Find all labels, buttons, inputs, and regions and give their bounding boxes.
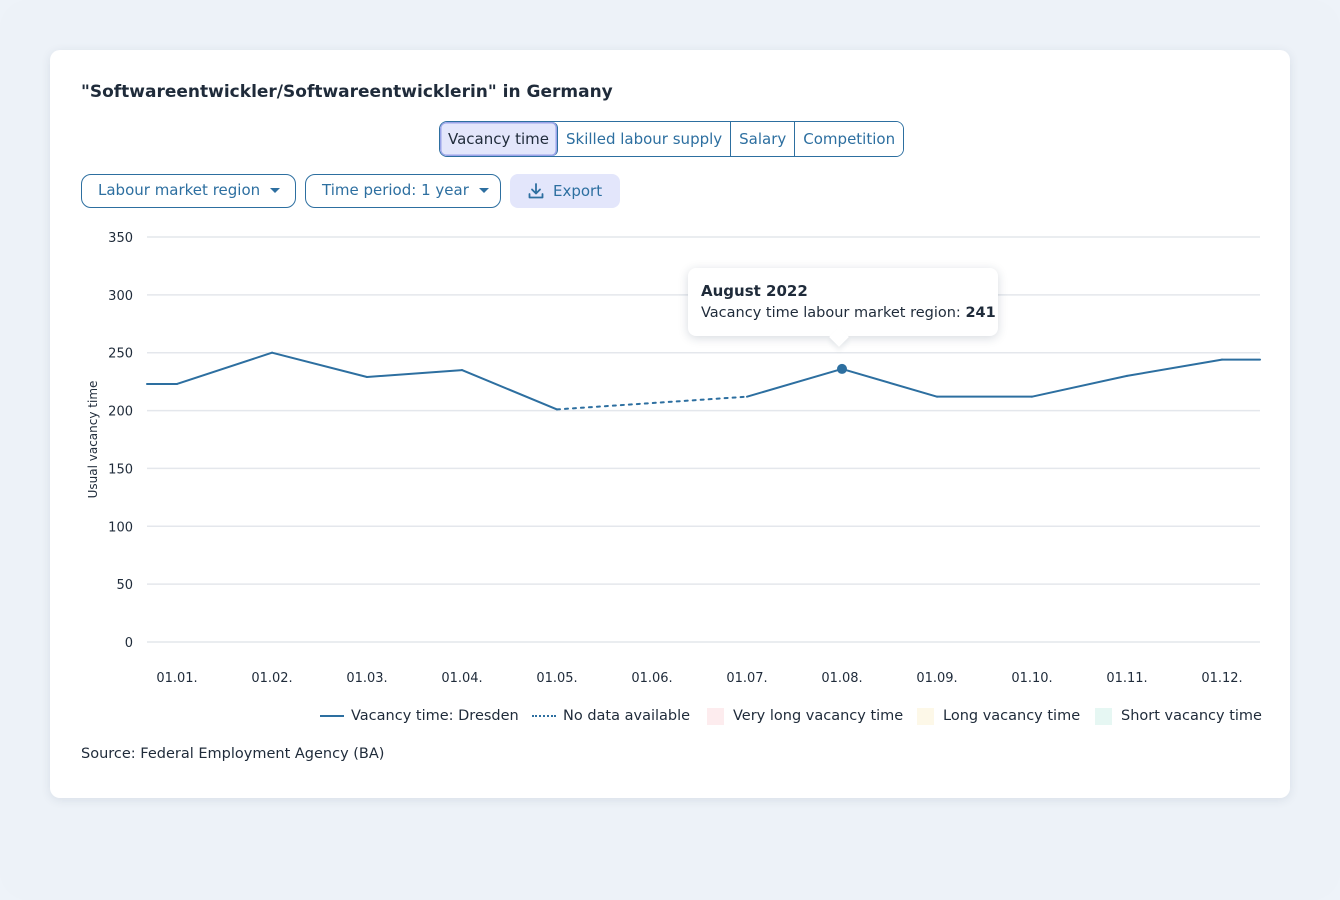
y-tick-label: 50 bbox=[116, 578, 133, 593]
tooltip-value: 241 bbox=[965, 305, 996, 321]
tab-salary[interactable]: Salary bbox=[731, 122, 796, 156]
no-data-segment bbox=[556, 395, 748, 411]
y-tick-label: 300 bbox=[108, 289, 133, 304]
y-tick-label: 350 bbox=[108, 231, 133, 246]
x-tick-label: 01.06. bbox=[631, 671, 672, 686]
legend-label: Long vacancy time bbox=[943, 708, 1081, 724]
series-segment bbox=[176, 351, 273, 385]
legend-item-no-data[interactable]: No data available bbox=[532, 706, 702, 726]
y-tick-label: 150 bbox=[108, 462, 133, 477]
series-segment bbox=[366, 369, 463, 379]
series-segment bbox=[271, 351, 368, 379]
export-label: Export bbox=[553, 182, 603, 200]
legend-box-swatch bbox=[707, 708, 724, 725]
legend-item-dresden[interactable]: Vacancy time: Dresden bbox=[320, 706, 520, 726]
x-tick-label: 01.09. bbox=[916, 671, 957, 686]
tab-competition[interactable]: Competition bbox=[795, 122, 904, 156]
x-tick-label: 01.01. bbox=[156, 671, 197, 686]
export-button[interactable]: Export bbox=[510, 174, 620, 208]
series-segment bbox=[841, 367, 938, 398]
page-title: "Softwareentwickler/Softwareentwicklerin… bbox=[81, 82, 613, 102]
period-dropdown[interactable]: Time period: 1 year bbox=[305, 174, 501, 208]
y-tick-label: 250 bbox=[108, 347, 133, 362]
tab-vacancy-time[interactable]: Vacancy time bbox=[440, 122, 559, 156]
highlight-point bbox=[837, 363, 847, 374]
legend-box-swatch bbox=[917, 708, 934, 725]
series-segment bbox=[746, 367, 843, 398]
y-tick-label: 0 bbox=[125, 636, 133, 651]
x-tick-label: 01.11. bbox=[1106, 671, 1147, 686]
x-tick-label: 01.07. bbox=[726, 671, 767, 686]
source-note: Source: Federal Employment Agency (BA) bbox=[81, 746, 385, 762]
vacancy-line-chart: 0 50 100 150 200 250 300 350 Usual vacancy time 0… bbox=[86, 231, 1261, 686]
legend-label: Very long vacancy time bbox=[733, 708, 904, 724]
y-axis-label: Usual vacancy time bbox=[86, 381, 100, 499]
legend-label: Short vacancy time bbox=[1121, 708, 1262, 724]
y-tick-label: 200 bbox=[108, 405, 133, 420]
series-segment bbox=[461, 369, 558, 411]
y-tick-label: 100 bbox=[108, 520, 133, 535]
region-dropdown-label: Labour market region bbox=[98, 181, 261, 199]
legend-box-swatch bbox=[1095, 708, 1112, 725]
legend-item-very-long[interactable]: Very long vacancy time bbox=[707, 706, 907, 726]
tooltip-label: Vacancy time labour market region: bbox=[701, 305, 966, 321]
x-tick-label: 01.10. bbox=[1011, 671, 1052, 686]
legend-label: No data available bbox=[563, 708, 691, 724]
x-tick-label: 01.08. bbox=[821, 671, 862, 686]
x-tick-label: 01.02. bbox=[251, 671, 292, 686]
download-icon bbox=[528, 183, 544, 199]
legend-line-swatch bbox=[320, 715, 344, 717]
region-dropdown[interactable]: Labour market region bbox=[81, 174, 296, 208]
chevron-down-icon bbox=[270, 188, 281, 193]
legend-item-short[interactable]: Short vacancy time bbox=[1095, 706, 1265, 726]
x-tick-label: 01.03. bbox=[346, 671, 387, 686]
legend-label: Vacancy time: Dresden bbox=[351, 708, 519, 724]
x-tick-label: 01.05. bbox=[536, 671, 577, 686]
period-dropdown-label: Time period: 1 year bbox=[322, 181, 469, 199]
tooltip-title: August 2022 bbox=[701, 282, 808, 300]
chart-tooltip: August 2022 Vacancy time labour market r… bbox=[688, 268, 998, 336]
chart-card: "Softwareentwickler/Softwareentwicklerin… bbox=[50, 50, 1290, 798]
x-tick-label: 01.04. bbox=[441, 671, 482, 686]
legend-item-long[interactable]: Long vacancy time bbox=[917, 706, 1087, 726]
x-tick-label: 01.12. bbox=[1201, 671, 1242, 686]
tab-bar: Vacancy time Skilled labour supply Salar… bbox=[439, 121, 905, 157]
series-segment bbox=[1126, 358, 1223, 377]
tab-skilled-labour-supply[interactable]: Skilled labour supply bbox=[558, 122, 732, 156]
tooltip-text: Vacancy time labour market region: 241 bbox=[701, 305, 996, 321]
chevron-down-icon bbox=[478, 188, 489, 193]
legend-dotted-swatch bbox=[532, 715, 556, 717]
series-segment bbox=[1031, 374, 1128, 398]
